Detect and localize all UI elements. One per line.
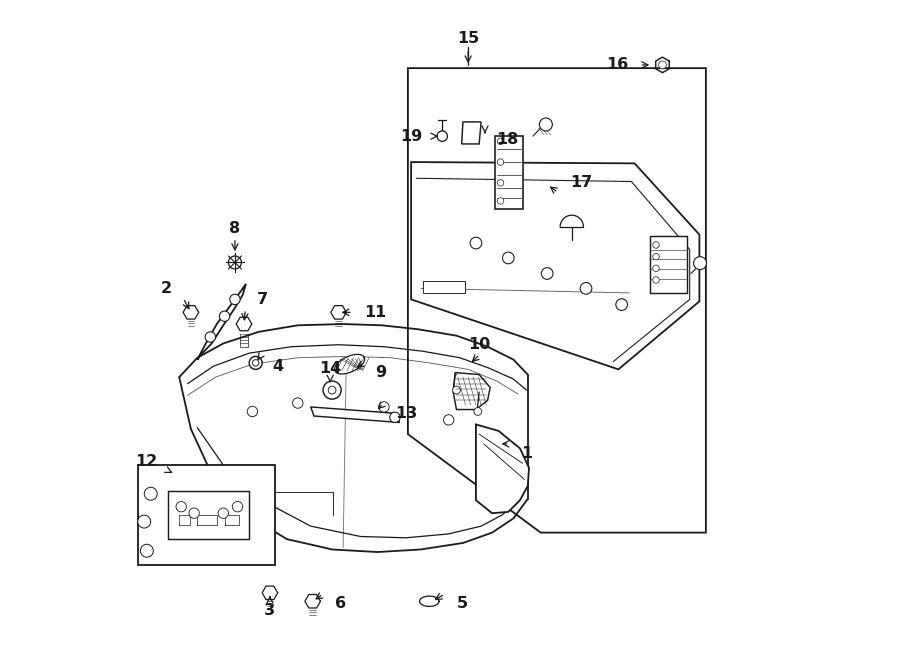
Circle shape [252,360,259,366]
Circle shape [498,159,504,165]
Text: 5: 5 [456,596,468,611]
Circle shape [659,61,666,69]
Circle shape [218,508,229,518]
Circle shape [189,508,199,518]
Text: 7: 7 [257,292,268,307]
Text: 4: 4 [272,359,283,373]
Circle shape [292,398,303,408]
Text: 10: 10 [469,337,491,352]
Circle shape [470,237,482,249]
Circle shape [498,198,504,204]
Circle shape [652,253,659,260]
Polygon shape [411,162,699,369]
Text: 3: 3 [265,603,275,618]
Circle shape [502,252,514,264]
Text: 16: 16 [606,58,628,73]
Polygon shape [454,373,491,410]
Text: 8: 8 [230,221,240,236]
Text: 6: 6 [335,596,346,611]
Polygon shape [476,424,529,513]
Circle shape [248,407,257,416]
Circle shape [390,412,400,422]
Circle shape [444,414,454,425]
Circle shape [652,277,659,283]
Text: 13: 13 [395,406,418,421]
Circle shape [176,502,186,512]
Text: 17: 17 [570,175,592,190]
Polygon shape [408,68,706,533]
Polygon shape [419,596,439,606]
Polygon shape [197,284,246,360]
Polygon shape [462,122,482,144]
Circle shape [694,256,706,270]
Polygon shape [335,354,365,374]
Circle shape [652,242,659,249]
Polygon shape [495,136,523,209]
Circle shape [140,544,153,557]
Circle shape [539,118,553,131]
Text: 11: 11 [364,305,387,320]
Bar [650,236,687,293]
Polygon shape [168,491,249,539]
Text: 9: 9 [375,365,387,380]
Circle shape [541,268,553,280]
Circle shape [138,515,150,528]
Text: 15: 15 [457,32,480,46]
Circle shape [232,502,243,512]
Text: 18: 18 [497,132,519,147]
Text: 1: 1 [521,446,533,461]
Text: 12: 12 [135,454,158,469]
Circle shape [220,311,230,321]
Circle shape [474,408,482,415]
Circle shape [229,256,241,269]
Bar [138,465,275,565]
Circle shape [205,332,215,342]
Circle shape [580,282,592,294]
Text: 19: 19 [400,129,423,143]
Circle shape [144,487,158,500]
Circle shape [498,138,504,145]
Polygon shape [310,407,400,422]
Circle shape [379,402,389,412]
Circle shape [249,356,262,369]
Circle shape [230,294,240,305]
Text: 2: 2 [160,281,172,296]
Circle shape [323,381,341,399]
Circle shape [453,386,461,394]
Circle shape [328,386,336,394]
Circle shape [652,265,659,272]
Bar [423,282,465,293]
Circle shape [437,131,447,141]
Circle shape [498,180,504,186]
Text: 14: 14 [319,360,341,375]
Circle shape [616,299,627,311]
